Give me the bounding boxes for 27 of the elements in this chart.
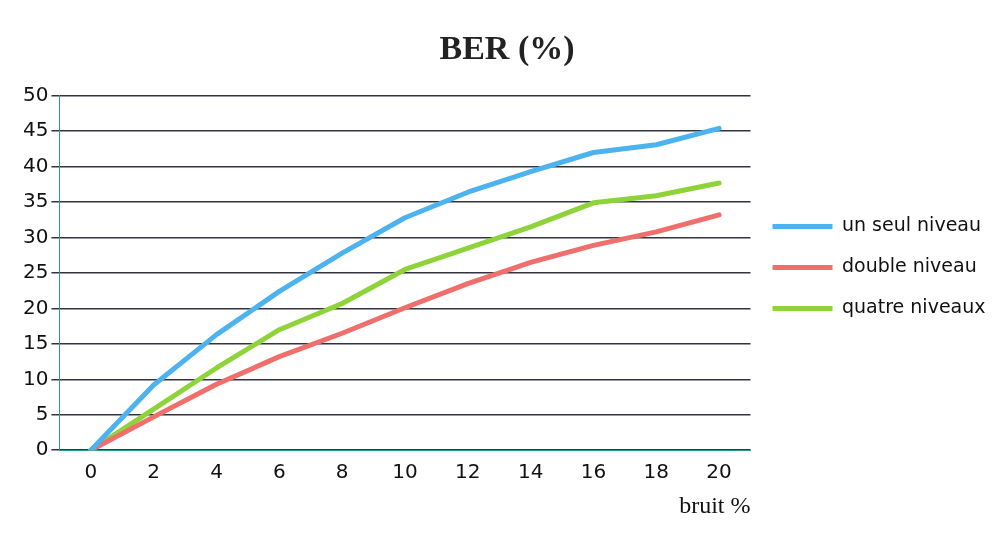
x-tick-label: 10 — [392, 459, 418, 484]
y-tick-label: 25 — [23, 259, 49, 284]
y-tick-label: 30 — [23, 223, 49, 248]
y-tick-label: 45 — [23, 117, 49, 142]
x-tick-label: 12 — [455, 459, 481, 484]
y-tick-label: 5 — [35, 400, 49, 425]
x-tick-label: 18 — [643, 459, 669, 484]
x-tick-label: 8 — [335, 459, 349, 484]
x-tick-label: 16 — [580, 459, 607, 484]
x-axis-title: bruit % — [679, 491, 751, 518]
x-tick-label: 14 — [517, 459, 544, 484]
y-tick-label: 40 — [23, 152, 49, 177]
y-tick-label: 0 — [35, 436, 49, 461]
x-tick-label: 0 — [84, 459, 98, 484]
y-tick-label: 50 — [23, 82, 49, 106]
y-tick-label: 15 — [23, 330, 49, 355]
y-tick-label: 10 — [23, 365, 49, 390]
legend-label: quatre niveaux — [842, 295, 986, 318]
legend-label: double niveau — [842, 254, 977, 277]
y-tick-label: 20 — [23, 294, 49, 319]
x-tick-label: 6 — [272, 459, 286, 484]
y-tick-label: 35 — [23, 188, 49, 213]
chart-title: BER (%) — [439, 29, 575, 68]
x-tick-label: 2 — [147, 459, 161, 484]
x-tick-label: 4 — [210, 459, 223, 484]
x-tick-label: 20 — [706, 459, 732, 484]
legend-label: un seul niveau — [842, 213, 982, 236]
